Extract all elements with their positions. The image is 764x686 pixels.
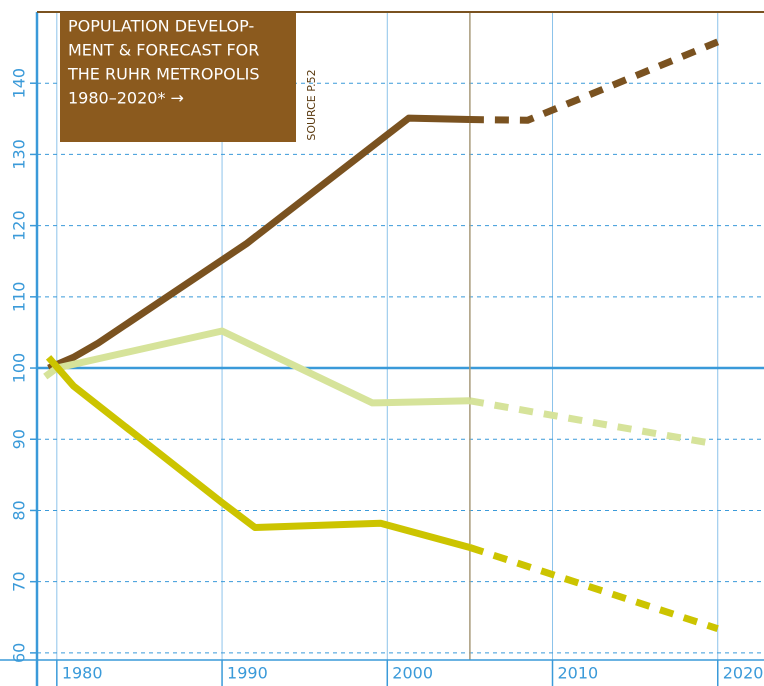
- series-line: [45, 355, 471, 551]
- chart-title: POPULATION DEVELOP-: [68, 17, 254, 36]
- series-line: [43, 327, 470, 407]
- series-line: [469, 397, 714, 447]
- x-tick-label: 2020: [723, 664, 764, 683]
- y-tick-label: 70: [10, 571, 29, 591]
- y-tick-label: 110: [10, 282, 29, 313]
- y-tick-label: 140: [10, 68, 29, 99]
- title-box: [60, 12, 296, 142]
- series-line: [468, 544, 719, 632]
- y-tick-label: 80: [10, 500, 29, 520]
- chart-title: MENT & FORECAST FOR: [68, 41, 259, 60]
- x-tick-label: 2000: [392, 664, 433, 683]
- source-note: SOURCE P.52: [305, 69, 318, 140]
- y-tick-label: 120: [10, 210, 29, 241]
- series-line: [47, 114, 470, 372]
- chart-title: 1980–2020* →: [68, 89, 184, 108]
- y-tick-label: 100: [10, 353, 29, 384]
- chart-title: THE RUHR METROPOLIS: [67, 65, 260, 84]
- series-line: [469, 38, 720, 124]
- y-tick-label: 90: [10, 429, 29, 449]
- x-tick-label: 1990: [227, 664, 268, 683]
- y-tick-label: 60: [10, 643, 29, 663]
- x-tick-label: 2010: [558, 664, 599, 683]
- y-tick-label: 130: [10, 139, 29, 170]
- x-tick-label: 1980: [62, 664, 103, 683]
